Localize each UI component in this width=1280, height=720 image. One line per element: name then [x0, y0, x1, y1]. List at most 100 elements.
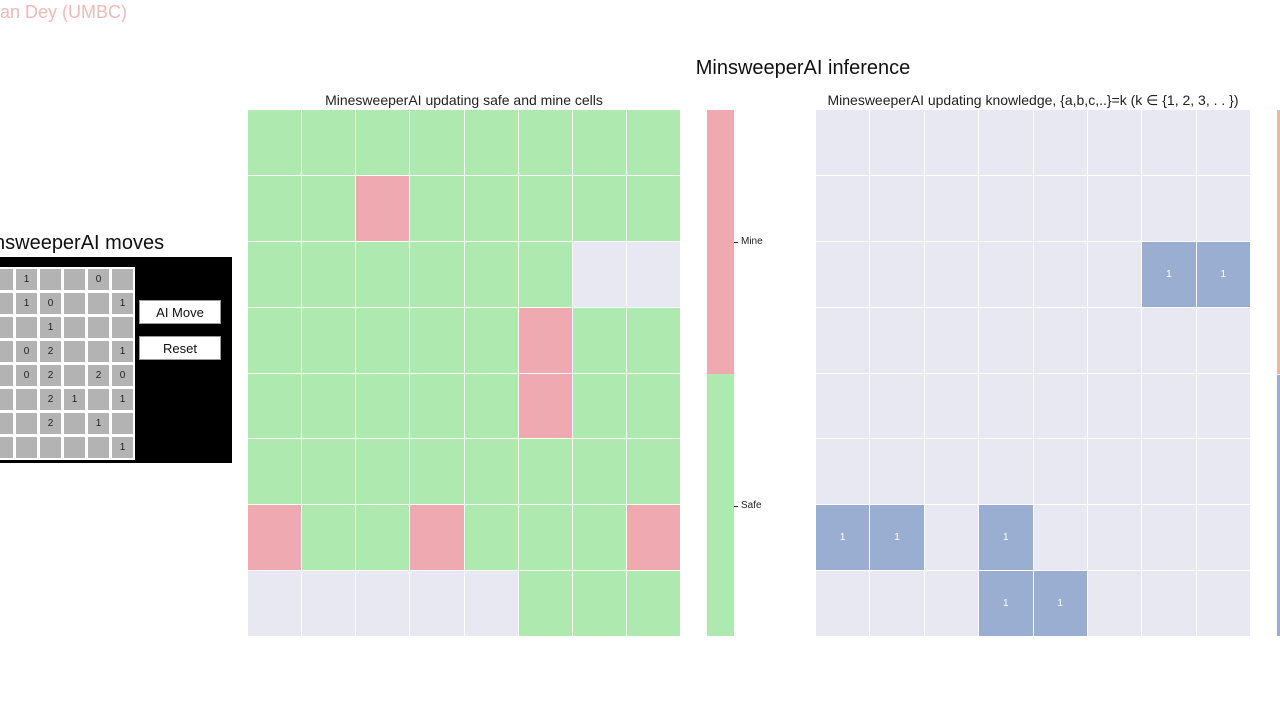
- colorbar-safe-segment: [707, 374, 734, 636]
- knowledge-cell-empty: [979, 439, 1033, 505]
- knowledge-cell-empty: [1033, 110, 1087, 175]
- board-cell[interactable]: [64, 293, 85, 314]
- board-cell[interactable]: [0, 269, 13, 290]
- safety-cell-safe: [302, 373, 356, 439]
- safety-cell-safe: [302, 307, 356, 373]
- knowledge-cell-empty: [816, 439, 870, 505]
- knowledge-cell-empty: [1033, 241, 1087, 307]
- board-cell[interactable]: [88, 341, 109, 362]
- knowledge-cell-empty: [979, 241, 1033, 307]
- board-cell[interactable]: 0: [16, 365, 37, 386]
- author-watermark: an Dey (UMBC): [0, 2, 128, 22]
- knowledge-cell-empty: [979, 110, 1033, 175]
- board-cell[interactable]: 2: [40, 341, 61, 362]
- board-cell[interactable]: [0, 317, 13, 338]
- ai-move-button[interactable]: AI Move: [139, 300, 221, 324]
- board-cell[interactable]: 1: [40, 317, 61, 338]
- board-cell[interactable]: 1: [112, 437, 133, 458]
- board-cell[interactable]: [64, 317, 85, 338]
- board-cell[interactable]: 1: [112, 341, 133, 362]
- board-cell[interactable]: [0, 413, 13, 434]
- board-cell[interactable]: [40, 437, 61, 458]
- safety-cell-safe: [302, 439, 356, 505]
- safety-cell-safe: [572, 505, 626, 571]
- board-cell[interactable]: 2: [40, 389, 61, 410]
- board-cell[interactable]: 2: [88, 365, 109, 386]
- board-cell[interactable]: [88, 293, 109, 314]
- board-cell[interactable]: [64, 269, 85, 290]
- board-cell[interactable]: [88, 437, 109, 458]
- knowledge-cell-empty: [1033, 307, 1087, 373]
- board-cell[interactable]: 1: [88, 413, 109, 434]
- board-cell[interactable]: 0: [16, 341, 37, 362]
- board-cell[interactable]: 2: [40, 413, 61, 434]
- knowledge-cell-empty: [1087, 373, 1142, 439]
- colorbar-mine-segment: [707, 110, 734, 374]
- knowledge-cell-empty: [979, 175, 1033, 241]
- moves-panel-title: nsweeperAI moves: [0, 232, 165, 254]
- knowledge-cell-empty: [924, 110, 979, 175]
- board-cell[interactable]: 1: [16, 269, 37, 290]
- board-cell[interactable]: 0: [40, 293, 61, 314]
- board-cell[interactable]: [64, 413, 85, 434]
- safety-cell-safe: [464, 241, 518, 307]
- safety-cell-safe: [356, 110, 410, 175]
- knowledge-cell-empty: [1087, 307, 1142, 373]
- board-cell[interactable]: [112, 317, 133, 338]
- board-cell[interactable]: [0, 341, 13, 362]
- safety-map-title: MinesweeperAI updating safe and mine cel…: [325, 92, 603, 108]
- safety-cell-safe: [572, 373, 626, 439]
- safety-cell-safe: [518, 175, 572, 241]
- safety-cell-mine: [410, 505, 464, 571]
- safety-cell-safe: [626, 110, 680, 175]
- board-cell[interactable]: 1: [112, 389, 133, 410]
- knowledge-cell-empty: [816, 110, 870, 175]
- board-cell[interactable]: [16, 437, 37, 458]
- board-cell[interactable]: 1: [16, 293, 37, 314]
- knowledge-cell-known: 1: [816, 505, 870, 571]
- board-cell[interactable]: 0: [88, 269, 109, 290]
- board-cell[interactable]: [64, 437, 85, 458]
- board-cell[interactable]: 1: [112, 293, 133, 314]
- board-cell[interactable]: 1: [64, 389, 85, 410]
- board-cell[interactable]: 2: [40, 365, 61, 386]
- safety-cell-safe: [248, 110, 302, 175]
- safety-cell-mine: [626, 505, 680, 571]
- knowledge-cell-empty: [1142, 307, 1196, 373]
- board-cell[interactable]: [112, 413, 133, 434]
- knowledge-cell-empty: [924, 505, 979, 571]
- board-cell[interactable]: [88, 317, 109, 338]
- knowledge-cell-empty: [1087, 571, 1142, 636]
- safety-cell-safe: [626, 373, 680, 439]
- board-cell[interactable]: [16, 389, 37, 410]
- board-cell[interactable]: [16, 413, 37, 434]
- board-cell[interactable]: [0, 437, 13, 458]
- safety-cell-safe: [626, 175, 680, 241]
- safety-cell-safe: [410, 307, 464, 373]
- reset-button[interactable]: Reset: [139, 336, 221, 360]
- safety-cell-safe: [248, 439, 302, 505]
- knowledge-cell-empty: [1196, 571, 1250, 636]
- safety-cell-safe: [302, 110, 356, 175]
- board-cell[interactable]: [64, 365, 85, 386]
- safety-cell-safe: [302, 505, 356, 571]
- safety-cell-unknown: [356, 571, 410, 636]
- safety-cell-mine: [518, 373, 572, 439]
- board-cell[interactable]: [0, 389, 13, 410]
- board-cell[interactable]: [112, 269, 133, 290]
- board-cell[interactable]: [40, 269, 61, 290]
- knowledge-cell-empty: [1033, 175, 1087, 241]
- safety-cell-unknown: [572, 241, 626, 307]
- knowledge-cell-empty: [979, 307, 1033, 373]
- board-cell[interactable]: [16, 317, 37, 338]
- board-cell[interactable]: [64, 341, 85, 362]
- board-cell[interactable]: [88, 389, 109, 410]
- board-cell[interactable]: [0, 365, 13, 386]
- safety-cell-safe: [410, 110, 464, 175]
- board-cell[interactable]: 0: [112, 365, 133, 386]
- knowledge-cell-empty: [1196, 307, 1250, 373]
- board-cell[interactable]: [0, 293, 13, 314]
- safety-cell-mine: [356, 175, 410, 241]
